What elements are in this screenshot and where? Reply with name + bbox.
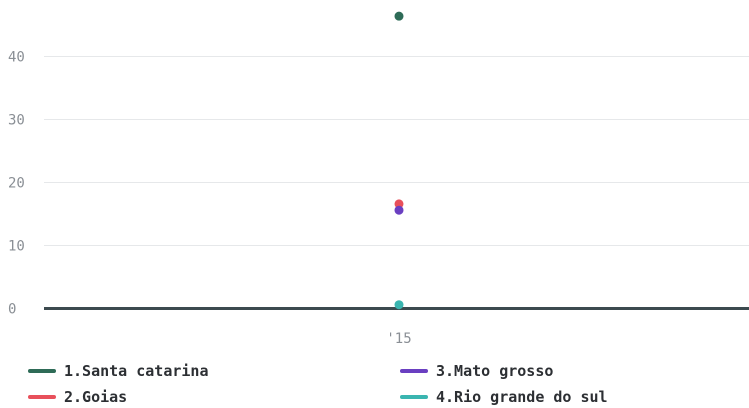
data-point-series-3	[394, 205, 404, 215]
data-point-series-4	[394, 300, 404, 310]
legend-item-goias[interactable]: 2.Goias	[28, 387, 127, 407]
legend: 1.Santa catarina 2.Goias 3.Mato grosso 4…	[0, 358, 749, 408]
legend-swatch-mato-grosso	[400, 369, 428, 373]
data-point-series-1	[394, 11, 404, 21]
legend-label-santa-catarina: 1.Santa catarina	[64, 362, 209, 380]
chart-plot: 0 10 20 30 40 '15	[8, 11, 749, 347]
legend-item-mato-grosso[interactable]: 3.Mato grosso	[400, 361, 553, 381]
y-tick-label-40: 40	[8, 50, 25, 66]
legend-swatch-santa-catarina	[28, 369, 56, 373]
data-point-series-2	[394, 199, 404, 209]
y-tick-label-0: 0	[8, 302, 16, 318]
legend-swatch-rio-grande-do-sul	[400, 395, 428, 399]
legend-swatch-goias	[28, 395, 56, 399]
y-tick-label-10: 10	[8, 239, 25, 255]
legend-item-rio-grande-do-sul[interactable]: 4.Rio grande do sul	[400, 387, 608, 407]
legend-label-rio-grande-do-sul: 4.Rio grande do sul	[436, 388, 608, 406]
legend-item-santa-catarina[interactable]: 1.Santa catarina	[28, 361, 209, 381]
y-tick-label-20: 20	[8, 176, 25, 192]
legend-label-mato-grosso: 3.Mato grosso	[436, 362, 554, 380]
x-tick-label-15: '15	[386, 331, 411, 347]
legend-label-goias: 2.Goias	[64, 388, 128, 406]
y-tick-label-30: 30	[8, 113, 25, 129]
